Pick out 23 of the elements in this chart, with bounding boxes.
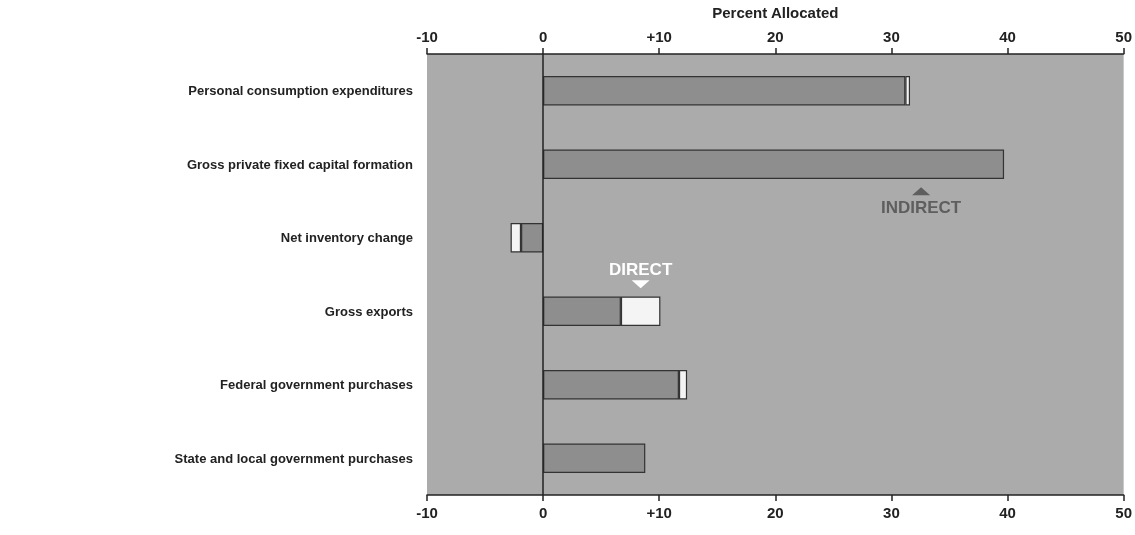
y-tick-label: Net inventory change bbox=[280, 230, 413, 246]
x2-tick-label: 0 bbox=[538, 28, 548, 45]
y-tick-label: Gross exports bbox=[324, 303, 413, 319]
x-tick-label: -10 bbox=[416, 504, 438, 521]
y-tick-label: Personal consumption expenditures bbox=[188, 83, 413, 99]
series-label: DIRECT bbox=[609, 259, 673, 279]
x2-axis-title: Percent Allocated bbox=[712, 4, 839, 21]
x2-tick-label: 30 bbox=[883, 28, 900, 45]
y-tick-label: Federal government purchases bbox=[220, 377, 413, 393]
x-tick-label: 30 bbox=[883, 504, 900, 521]
x2-tick-label: 40 bbox=[999, 28, 1016, 45]
x-tick-label: 50 bbox=[1115, 504, 1132, 521]
x-tick-label: 20 bbox=[766, 504, 784, 521]
x-tick-label: +10 bbox=[646, 504, 672, 521]
x2-tick-label: +10 bbox=[646, 28, 672, 45]
x2-tick-label: 50 bbox=[1115, 28, 1132, 45]
y-tick-label: State and local government purchases bbox=[174, 450, 413, 466]
x2-tick-label: 20 bbox=[766, 28, 784, 45]
x-tick-label: 40 bbox=[999, 504, 1016, 521]
x2-tick-label: -10 bbox=[416, 28, 438, 45]
y-tick-label: Gross private fixed capital formation bbox=[186, 156, 414, 172]
series-label: INDIRECT bbox=[880, 197, 962, 217]
x-tick-label: 0 bbox=[538, 504, 548, 521]
